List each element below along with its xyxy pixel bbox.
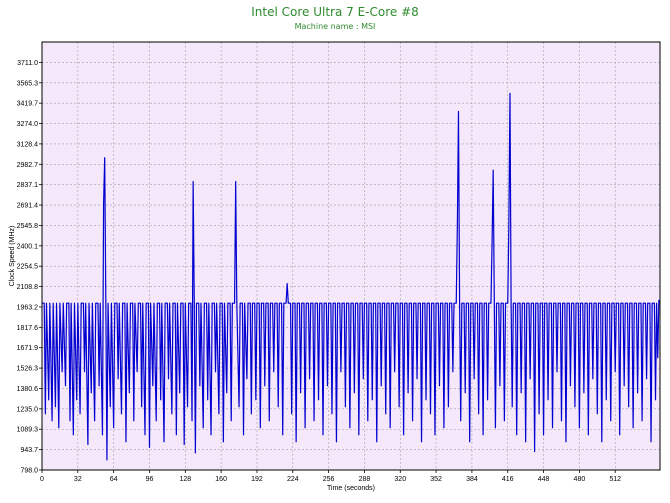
y-tick-label: 2691.4 [17,203,39,210]
x-tick-label: 256 [323,476,335,483]
y-tick-label: 2400.1 [17,243,39,250]
y-tick-label: 1817.6 [17,325,39,332]
x-axis-label: Time (seconds) [327,485,375,492]
x-tick-label: 192 [251,476,263,483]
y-tick-label: 2837.1 [17,182,39,189]
y-tick-label: 3711.0 [17,60,38,67]
y-axis-ticks: 798.0 943.7 1089.3 1235.0 1380.6 1526.3 1671.9… [17,60,42,475]
x-tick-label: 96 [146,476,154,483]
y-tick-label: 943.7 [20,447,38,454]
x-tick-label: 480 [574,476,586,483]
x-tick-label: 160 [215,476,227,483]
x-tick-label: 416 [502,476,514,483]
y-tick-label: 2982.7 [17,162,39,169]
y-tick-label: 798.0 [20,468,38,475]
x-tick-label: 384 [466,476,478,483]
y-tick-label: 1380.6 [17,386,39,393]
x-axis-ticks: 0 32 64 96 128 160 192 224 256 288 320 352 384 416 448… [40,470,621,483]
x-tick-label: 64 [110,476,118,483]
x-tick-label: 352 [430,476,442,483]
x-tick-label: 512 [609,476,621,483]
x-tick-label: 128 [179,476,191,483]
y-tick-label: 2254.5 [17,264,39,271]
series-line-0 [42,92,661,461]
plot-border [41,41,661,471]
chart-title: Intel Core Ultra 7 E-Core #8 [251,5,419,19]
y-tick-label: 1089.3 [17,427,39,434]
y-tick-label: 3419.7 [17,101,39,108]
y-tick-label: 3274.0 [17,121,39,128]
y-tick-label: 2108.8 [17,284,39,291]
x-tick-label: 0 [40,476,44,483]
y-tick-label: 1526.3 [17,366,39,373]
x-tick-label: 224 [287,476,299,483]
x-tick-label: 320 [394,476,406,483]
y-tick-label: 1235.0 [17,406,39,413]
chart-subtitle: Machine name : MSI [294,22,376,31]
y-tick-label: 1963.2 [17,304,39,311]
y-tick-label: 2545.8 [17,223,39,230]
x-tick-label: 288 [359,476,371,483]
plot-area [42,42,660,470]
y-tick-label: 3565.3 [17,80,39,87]
y-tick-label: 1671.9 [17,345,39,352]
series-layer [42,92,661,461]
x-tick-label: 448 [538,476,550,483]
y-tick-label: 3128.4 [17,141,39,148]
y-axis-label: Clock Speed (MHz) [9,226,16,287]
x-tick-label: 32 [74,476,82,483]
